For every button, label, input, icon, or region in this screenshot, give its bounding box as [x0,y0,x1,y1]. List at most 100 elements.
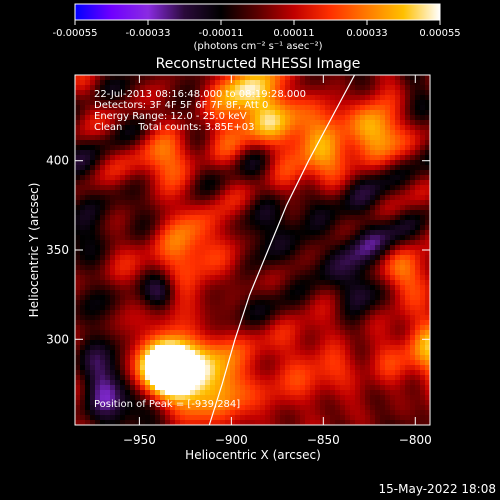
heatmap-cell [420,280,426,286]
heatmap-cell [260,375,266,381]
heatmap-cell [80,125,86,131]
heatmap-cell [235,135,241,141]
heatmap-cell [170,180,176,186]
heatmap-cell [375,255,381,261]
heatmap-cell [80,395,86,401]
heatmap-cell [425,370,430,376]
heatmap-cell [120,215,126,221]
heatmap-cell [180,240,186,246]
heatmap-cell [280,230,286,236]
heatmap-cell [160,300,166,306]
heatmap-cell [275,330,281,336]
heatmap-cell [215,100,221,106]
heatmap-cell [330,200,336,206]
heatmap-cell [380,300,386,306]
heatmap-cell [170,230,176,236]
heatmap-cell [185,345,191,351]
heatmap-cell [185,225,191,231]
heatmap-cell [255,325,261,331]
heatmap-cell [155,130,161,136]
heatmap-cell [270,330,276,336]
heatmap-cell [250,300,256,306]
heatmap-cell [300,160,306,166]
heatmap-cell [315,365,321,371]
heatmap-cell [145,85,151,91]
heatmap-cell [345,230,351,236]
heatmap-cell [190,145,196,151]
heatmap-cell [215,260,221,266]
heatmap-cell [165,405,171,411]
heatmap-cell [320,125,326,131]
heatmap-cell [350,355,356,361]
heatmap-cell [140,200,146,206]
heatmap-cell [100,130,106,136]
heatmap-cell [160,315,166,321]
heatmap-cell [190,85,196,91]
heatmap-cell [305,305,311,311]
heatmap-cell [205,285,211,291]
heatmap-cell [275,280,281,286]
heatmap-cell [100,75,106,81]
heatmap-cell [305,190,311,196]
heatmap-cell [85,90,91,96]
heatmap-cell [220,180,226,186]
heatmap-cell [265,255,271,261]
heatmap-cell [80,105,86,111]
heatmap-cell [150,210,156,216]
heatmap-cell [315,275,321,281]
heatmap-cell [415,165,421,171]
heatmap-cell [300,250,306,256]
heatmap-cell [90,135,96,141]
heatmap-cell [315,410,321,416]
heatmap-cell [335,215,341,221]
heatmap-cell [85,225,91,231]
heatmap-cell [345,235,351,241]
heatmap-cell [325,325,331,331]
heatmap-cell [75,280,81,286]
heatmap-cell [80,160,86,166]
heatmap-cell [200,175,206,181]
heatmap-cell [190,230,196,236]
heatmap-cell [135,105,141,111]
heatmap-cell [405,110,411,116]
heatmap-cell [370,410,376,416]
heatmap-cell [100,210,106,216]
heatmap-cell [95,300,101,306]
heatmap-cell [340,370,346,376]
heatmap-cell [240,90,246,96]
heatmap-cell [130,295,136,301]
heatmap-cell [240,215,246,221]
heatmap-cell [330,255,336,261]
heatmap-cell [365,160,371,166]
heatmap-cell [300,205,306,211]
heatmap-cell [145,385,151,391]
heatmap-cell [175,320,181,326]
heatmap-cell [335,385,341,391]
heatmap-cell [360,325,366,331]
heatmap-cell [355,105,361,111]
heatmap-cell [150,110,156,116]
heatmap-cell [130,75,136,81]
heatmap-cell [125,140,131,146]
heatmap-cell [75,160,81,166]
heatmap-cell [285,260,291,266]
heatmap-cell [375,160,381,166]
heatmap-cell [230,310,236,316]
heatmap-cell [270,190,276,196]
heatmap-cell [415,325,421,331]
heatmap-cell [175,325,181,331]
heatmap-cell [170,280,176,286]
heatmap-cell [115,80,121,86]
heatmap-cell [185,365,191,371]
heatmap-cell [150,385,156,391]
heatmap-cell [400,95,406,101]
heatmap-cell [80,115,86,121]
heatmap-cell [340,250,346,256]
heatmap-cell [390,360,396,366]
heatmap-cell [245,325,251,331]
heatmap-cell [115,215,121,221]
heatmap-cell [385,385,391,391]
heatmap-cell [275,355,281,361]
heatmap-cell [240,310,246,316]
heatmap-cell [215,245,221,251]
